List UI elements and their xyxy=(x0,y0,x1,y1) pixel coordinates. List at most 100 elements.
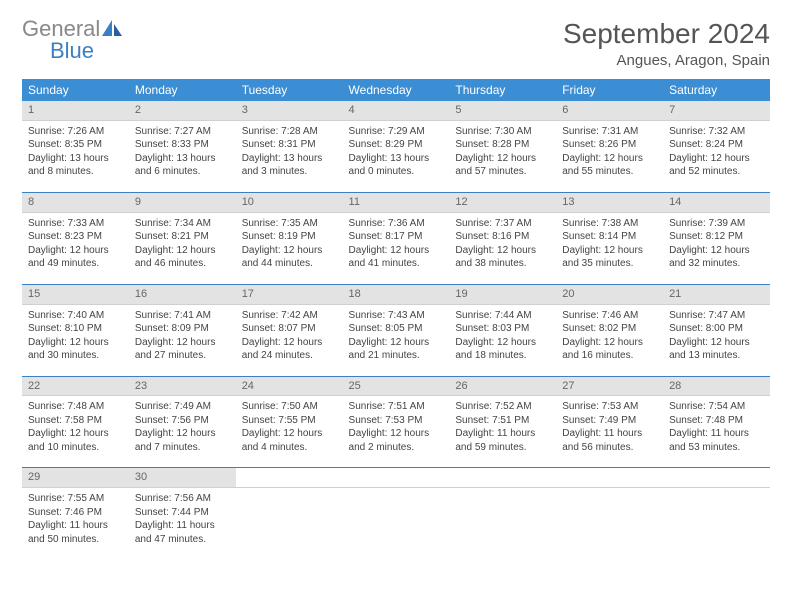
logo: General Blue xyxy=(22,18,124,62)
sunset-line: Sunset: 8:33 PM xyxy=(135,138,230,152)
sunset-line: Sunset: 8:16 PM xyxy=(455,230,550,244)
sunrise-line: Sunrise: 7:40 AM xyxy=(28,309,123,323)
sunset-line: Sunset: 8:10 PM xyxy=(28,322,123,336)
day-number: 19 xyxy=(449,284,556,304)
sunrise-line: Sunrise: 7:47 AM xyxy=(669,309,764,323)
location: Angues, Aragon, Spain xyxy=(563,52,770,69)
day-number: 1 xyxy=(22,101,129,120)
weekday-header: Tuesday xyxy=(236,79,343,101)
day-cell: Sunrise: 7:30 AMSunset: 8:28 PMDaylight:… xyxy=(449,120,556,192)
weekday-header: Wednesday xyxy=(343,79,450,101)
day-cell: Sunrise: 7:40 AMSunset: 8:10 PMDaylight:… xyxy=(22,304,129,376)
day-number xyxy=(449,468,556,488)
sunset-line: Sunset: 7:56 PM xyxy=(135,414,230,428)
sunrise-line: Sunrise: 7:41 AM xyxy=(135,309,230,323)
daylight-line: Daylight: 12 hours and 27 minutes. xyxy=(135,336,230,363)
day-number: 8 xyxy=(22,192,129,212)
sunrise-line: Sunrise: 7:31 AM xyxy=(562,125,657,139)
sunrise-line: Sunrise: 7:30 AM xyxy=(455,125,550,139)
daylight-line: Daylight: 13 hours and 3 minutes. xyxy=(242,152,337,179)
day-cell xyxy=(556,488,663,560)
sunset-line: Sunset: 8:03 PM xyxy=(455,322,550,336)
day-cell: Sunrise: 7:54 AMSunset: 7:48 PMDaylight:… xyxy=(663,396,770,468)
sunrise-line: Sunrise: 7:56 AM xyxy=(135,492,230,506)
day-number: 5 xyxy=(449,101,556,120)
day-number: 10 xyxy=(236,192,343,212)
weekday-header: Thursday xyxy=(449,79,556,101)
sunset-line: Sunset: 8:07 PM xyxy=(242,322,337,336)
sunset-line: Sunset: 8:19 PM xyxy=(242,230,337,244)
sunrise-line: Sunrise: 7:54 AM xyxy=(669,400,764,414)
month-title: September 2024 xyxy=(563,18,770,50)
day-cell: Sunrise: 7:43 AMSunset: 8:05 PMDaylight:… xyxy=(343,304,450,376)
daylight-line: Daylight: 12 hours and 18 minutes. xyxy=(455,336,550,363)
day-number: 4 xyxy=(343,101,450,120)
day-number xyxy=(663,468,770,488)
sunrise-line: Sunrise: 7:42 AM xyxy=(242,309,337,323)
day-cell: Sunrise: 7:55 AMSunset: 7:46 PMDaylight:… xyxy=(22,488,129,560)
day-number: 12 xyxy=(449,192,556,212)
sunset-line: Sunset: 8:21 PM xyxy=(135,230,230,244)
sunrise-line: Sunrise: 7:32 AM xyxy=(669,125,764,139)
sunrise-line: Sunrise: 7:51 AM xyxy=(349,400,444,414)
sunset-line: Sunset: 8:14 PM xyxy=(562,230,657,244)
daylight-line: Daylight: 12 hours and 13 minutes. xyxy=(669,336,764,363)
day-cell: Sunrise: 7:31 AMSunset: 8:26 PMDaylight:… xyxy=(556,120,663,192)
sunset-line: Sunset: 8:02 PM xyxy=(562,322,657,336)
day-number: 13 xyxy=(556,192,663,212)
day-cell: Sunrise: 7:47 AMSunset: 8:00 PMDaylight:… xyxy=(663,304,770,376)
day-number: 23 xyxy=(129,376,236,396)
day-number: 11 xyxy=(343,192,450,212)
day-number: 26 xyxy=(449,376,556,396)
day-number: 21 xyxy=(663,284,770,304)
daynum-row: 891011121314 xyxy=(22,192,770,212)
sunset-line: Sunset: 8:12 PM xyxy=(669,230,764,244)
weekday-header: Monday xyxy=(129,79,236,101)
title-block: September 2024 Angues, Aragon, Spain xyxy=(563,18,770,69)
sunrise-line: Sunrise: 7:46 AM xyxy=(562,309,657,323)
sunrise-line: Sunrise: 7:53 AM xyxy=(562,400,657,414)
daylight-line: Daylight: 12 hours and 24 minutes. xyxy=(242,336,337,363)
day-cell xyxy=(343,488,450,560)
day-number: 27 xyxy=(556,376,663,396)
day-content-row: Sunrise: 7:48 AMSunset: 7:58 PMDaylight:… xyxy=(22,396,770,468)
day-number: 7 xyxy=(663,101,770,120)
day-cell: Sunrise: 7:49 AMSunset: 7:56 PMDaylight:… xyxy=(129,396,236,468)
sunrise-line: Sunrise: 7:29 AM xyxy=(349,125,444,139)
logo-text: General Blue xyxy=(22,18,100,62)
sunrise-line: Sunrise: 7:43 AM xyxy=(349,309,444,323)
sunrise-line: Sunrise: 7:55 AM xyxy=(28,492,123,506)
day-number: 25 xyxy=(343,376,450,396)
daylight-line: Daylight: 12 hours and 41 minutes. xyxy=(349,244,444,271)
day-number: 28 xyxy=(663,376,770,396)
day-cell: Sunrise: 7:29 AMSunset: 8:29 PMDaylight:… xyxy=(343,120,450,192)
daynum-row: 2930 xyxy=(22,468,770,488)
day-content-row: Sunrise: 7:55 AMSunset: 7:46 PMDaylight:… xyxy=(22,488,770,560)
daylight-line: Daylight: 12 hours and 52 minutes. xyxy=(669,152,764,179)
day-number: 29 xyxy=(22,468,129,488)
day-number: 16 xyxy=(129,284,236,304)
day-number xyxy=(236,468,343,488)
daylight-line: Daylight: 12 hours and 57 minutes. xyxy=(455,152,550,179)
day-cell: Sunrise: 7:44 AMSunset: 8:03 PMDaylight:… xyxy=(449,304,556,376)
day-cell: Sunrise: 7:52 AMSunset: 7:51 PMDaylight:… xyxy=(449,396,556,468)
daylight-line: Daylight: 12 hours and 21 minutes. xyxy=(349,336,444,363)
day-cell: Sunrise: 7:38 AMSunset: 8:14 PMDaylight:… xyxy=(556,212,663,284)
sunrise-line: Sunrise: 7:28 AM xyxy=(242,125,337,139)
day-number: 6 xyxy=(556,101,663,120)
day-cell: Sunrise: 7:53 AMSunset: 7:49 PMDaylight:… xyxy=(556,396,663,468)
daylight-line: Daylight: 12 hours and 4 minutes. xyxy=(242,427,337,454)
daylight-line: Daylight: 12 hours and 32 minutes. xyxy=(669,244,764,271)
day-cell xyxy=(663,488,770,560)
sunset-line: Sunset: 8:09 PM xyxy=(135,322,230,336)
daylight-line: Daylight: 13 hours and 8 minutes. xyxy=(28,152,123,179)
sunset-line: Sunset: 7:58 PM xyxy=(28,414,123,428)
day-cell: Sunrise: 7:36 AMSunset: 8:17 PMDaylight:… xyxy=(343,212,450,284)
sunrise-line: Sunrise: 7:35 AM xyxy=(242,217,337,231)
sunrise-line: Sunrise: 7:38 AM xyxy=(562,217,657,231)
day-cell: Sunrise: 7:27 AMSunset: 8:33 PMDaylight:… xyxy=(129,120,236,192)
daylight-line: Daylight: 12 hours and 49 minutes. xyxy=(28,244,123,271)
day-content-row: Sunrise: 7:40 AMSunset: 8:10 PM Daylight:… xyxy=(22,304,770,376)
sunset-line: Sunset: 8:23 PM xyxy=(28,230,123,244)
weekday-header: Friday xyxy=(556,79,663,101)
